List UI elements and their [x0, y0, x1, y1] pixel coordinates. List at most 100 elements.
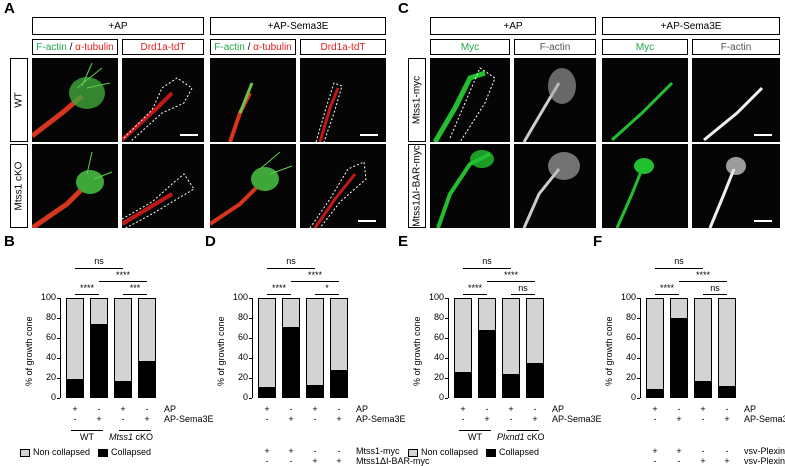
row-label-wt: WT: [10, 58, 28, 142]
chart-f-ytick: 0: [630, 392, 636, 402]
chart-e-bar-collapsed: [454, 372, 472, 398]
chart-b-bar-collapsed: [138, 361, 156, 398]
chart-e-condition-sign: +: [508, 404, 514, 414]
chart-e-bar-noncollapsed: [478, 298, 496, 331]
micrograph-c1: [430, 58, 510, 142]
chart-b-condition-sign: -: [97, 404, 101, 414]
micrograph-a5: [32, 144, 118, 228]
chart-b-bar-noncollapsed: [138, 298, 156, 362]
chart-b-group-2-gene: Mtss1: [109, 432, 134, 442]
micrograph-c3: [602, 58, 688, 142]
chart-d-ytick-mark: [249, 378, 252, 379]
chart-d-bar-collapsed: [282, 327, 300, 398]
chart-b-ytick: 40: [45, 352, 56, 362]
chart-f-condition-sign: -: [653, 414, 657, 424]
chart-e-bar-collapsed: [526, 363, 544, 398]
chart-e-bar-collapsed: [478, 330, 496, 398]
chart-f-condition-sign: +: [652, 404, 658, 414]
micrograph-a2: [122, 58, 204, 142]
chart-e-condition-sign: -: [485, 404, 489, 414]
label-tubulin: α-tubulin: [75, 42, 114, 53]
chart-d-bar-collapsed: [306, 385, 324, 398]
chart-d-sig-left-line: [267, 294, 291, 295]
scale-bar-3: [358, 220, 376, 222]
chart-f-condition-sign: -: [653, 456, 657, 466]
chart-b-bar-noncollapsed: [66, 298, 84, 380]
chart-e-ytick-mark: [445, 298, 448, 299]
chart-d-condition-sign: +: [288, 446, 294, 456]
chart-b-condition-label: AP: [164, 404, 177, 414]
chart-f-bar-collapsed: [694, 381, 712, 398]
panel-label-c: C: [398, 0, 409, 17]
chart-e-ytick-mark: [445, 338, 448, 339]
chart-f-condition-sign: -: [701, 446, 705, 456]
chart-d-ytick: 40: [237, 352, 248, 362]
chart-f-bar-noncollapsed: [670, 298, 688, 319]
chart-f-condition-sign: -: [725, 446, 729, 456]
chart-b-sig-right: ***: [129, 283, 141, 293]
row-cko-text: Mtss1 cKO: [13, 161, 25, 211]
chart-e-bar-noncollapsed: [454, 298, 472, 373]
sub-drd1-2: Drd1a-tdT: [300, 39, 386, 55]
chart-d-condition-sign: -: [313, 414, 317, 424]
scale-bar: [180, 134, 198, 136]
chart-b-bar-collapsed: [66, 379, 84, 398]
chart-f-ytick-mark: [637, 338, 640, 339]
chart-e-ytick: 40: [433, 352, 444, 362]
chart-d-bar-collapsed: [258, 387, 276, 398]
chart-f-ytick: 60: [625, 332, 636, 342]
chart-e-yaxis: [448, 298, 449, 398]
chart-d-condition-sign: +: [288, 414, 294, 424]
chart-f-ytick: 80: [625, 312, 636, 322]
chart-f-condition-sign: -: [701, 414, 705, 424]
chart-f-condition-sign: +: [700, 456, 706, 466]
row-label-mtss1-dibar: Mtss1ΔI-BAR-myc: [408, 144, 426, 228]
chart-b-group-line-2: [119, 430, 151, 431]
chart-f-ytick-mark: [637, 298, 640, 299]
chart-d-bar-noncollapsed: [306, 298, 324, 386]
chart-d-condition-sign: -: [337, 446, 341, 456]
chart-e-sig-top-line: [463, 268, 511, 269]
chart-b-ytick-mark: [57, 318, 60, 319]
chart-d-ytick-mark: [249, 318, 252, 319]
chart-b-condition-sign: -: [121, 414, 125, 424]
chart-e-bar-noncollapsed: [502, 298, 520, 375]
chart-d-sig-top-line: [267, 268, 315, 269]
chart-b-ytick-mark: [57, 378, 60, 379]
chart-b-legend-noncollapsed: Non collapsed: [33, 447, 91, 457]
chart-b-legend-collapsed: Collapsed: [111, 447, 152, 457]
chart-e-ytick-mark: [445, 378, 448, 379]
scale-bar-2: [360, 134, 378, 136]
micrograph-c8: [692, 144, 780, 228]
chart-e-legend-noncollapsed-swatch: [408, 449, 418, 457]
chart-b-legend-noncollapsed-swatch: [20, 449, 30, 457]
sub-drd1: Drd1a-tdT: [122, 39, 204, 55]
micrograph-c6: [514, 144, 596, 228]
chart-b-ytick: 100: [40, 292, 56, 302]
chart-e-ytick: 100: [428, 292, 444, 302]
chart-d-condition-sign: -: [265, 414, 269, 424]
chart-e-sig-top: ns: [482, 256, 492, 266]
scale-bar-4: [754, 134, 772, 136]
chart-e-bar-collapsed: [502, 374, 520, 398]
row-wt-text: WT: [13, 92, 25, 108]
chart-e-ytick: 60: [433, 332, 444, 342]
chart-b-condition-sign: +: [120, 404, 126, 414]
chart-f-ytick-mark: [637, 378, 640, 379]
chart-b-sig-top-line: [75, 268, 123, 269]
chart-b-condition-label: AP-Sema3E: [164, 414, 214, 424]
chart-e-legend-noncollapsed: Non collapsed: [421, 447, 479, 457]
chart-e-sig-mid-line: [487, 281, 535, 282]
chart-d-condition-sign: +: [312, 456, 318, 466]
chart-d-condition-sign: +: [264, 404, 270, 414]
chart-b-sig-mid: ****: [115, 270, 130, 280]
label-sep-2: /: [244, 42, 254, 53]
chart-b-condition-sign: +: [96, 414, 102, 424]
chart-f-yaxis: [640, 298, 641, 398]
chart-b-group-2: Mtss1 cKO: [109, 432, 154, 442]
chart-d-ytick: 80: [237, 312, 248, 322]
panel-label-d: D: [205, 233, 216, 250]
chart-b-condition-sign: -: [145, 404, 149, 414]
scale-bar-5: [754, 220, 772, 222]
chart-d-bar-noncollapsed: [258, 298, 276, 388]
